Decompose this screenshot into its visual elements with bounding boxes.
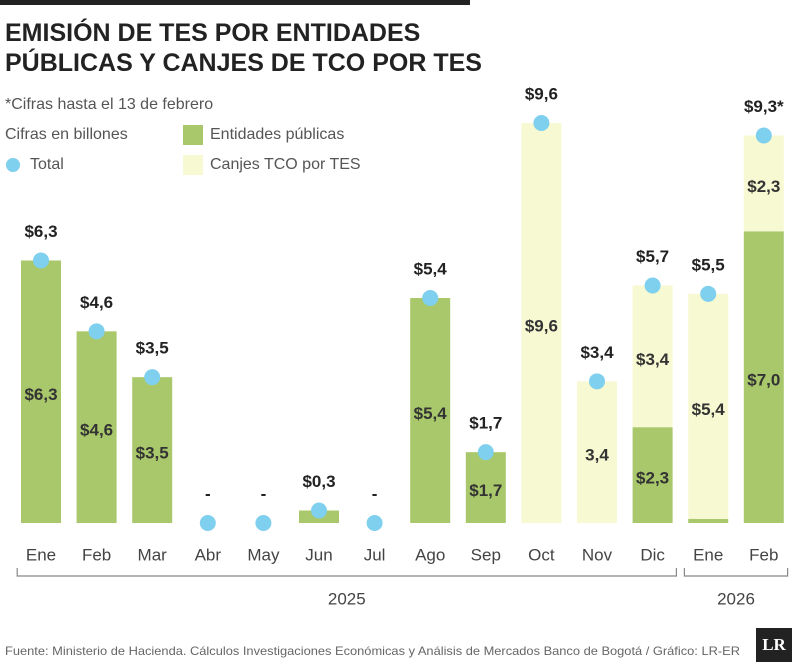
total-marker xyxy=(311,502,327,519)
logo-box xyxy=(756,628,792,662)
chart-title: EMISIÓN DE TES POR ENTIDADES PÚBLICAS Y C… xyxy=(5,17,482,77)
total-marker xyxy=(644,277,661,294)
bar-segment xyxy=(743,231,784,524)
total-marker xyxy=(255,515,272,531)
source: Fuente: Ministerio de Hacienda. Cálculos… xyxy=(5,644,740,658)
total-label: $5,5 xyxy=(692,255,725,274)
total-label: $9,6 xyxy=(525,84,558,103)
segment-label: $2,3 xyxy=(636,469,669,488)
legend-swatch xyxy=(183,125,203,145)
segment-label: $3,5 xyxy=(136,444,169,463)
total-marker xyxy=(144,369,161,386)
bar-segment xyxy=(76,331,117,523)
bar-segment xyxy=(632,427,673,523)
x-tick-label: Ago xyxy=(415,545,445,564)
bar-segment xyxy=(21,260,61,523)
segment-label: $5,4 xyxy=(414,404,448,423)
segment-label: $3,4 xyxy=(636,350,670,369)
x-tick-label: Feb xyxy=(749,545,778,564)
segment-label: $7,0 xyxy=(747,371,780,390)
logo: LR xyxy=(762,635,786,654)
x-tick-label: Feb xyxy=(82,545,111,564)
total-label: $6,3 xyxy=(24,222,57,241)
bar-segment xyxy=(688,293,729,519)
x-tick-label: Ene xyxy=(693,545,723,564)
total-marker xyxy=(477,444,494,461)
year-bracket xyxy=(16,568,677,577)
bar-segment xyxy=(743,135,784,232)
segment-label: $6,3 xyxy=(24,385,57,404)
total-label: $0,3 xyxy=(302,472,335,491)
bar-segment xyxy=(577,381,617,523)
legend-marker xyxy=(6,158,20,172)
total-label: $9,3* xyxy=(744,97,784,116)
total-marker xyxy=(533,115,550,131)
total-label: $5,4 xyxy=(414,259,448,278)
segment-label: $1,7 xyxy=(469,481,502,500)
year-bracket xyxy=(683,568,789,577)
bar-segment xyxy=(632,285,673,428)
x-tick-label: May xyxy=(247,545,280,564)
bar-segment xyxy=(465,452,506,523)
segment-label: $5,4 xyxy=(692,400,726,419)
x-tick-label: Jul xyxy=(364,545,386,564)
year-label: 2026 xyxy=(717,589,755,608)
legend-label: Entidades públicas xyxy=(210,126,344,143)
segment-label: $9,6 xyxy=(525,316,558,335)
total-marker xyxy=(88,323,105,340)
top-rule xyxy=(0,0,470,5)
segment-label: $4,6 xyxy=(80,421,113,440)
x-tick-label: Sep xyxy=(471,545,501,564)
total-label: $1,7 xyxy=(469,414,502,433)
legend-label: Total xyxy=(30,156,64,173)
note: *Cifras hasta el 13 de febrero xyxy=(5,96,213,113)
total-label: - xyxy=(205,484,211,503)
x-tick-label: Jun xyxy=(305,545,332,564)
bar-segment xyxy=(132,377,173,523)
total-marker xyxy=(422,290,439,306)
legend-swatch xyxy=(183,155,203,175)
total-marker xyxy=(199,515,216,531)
total-marker xyxy=(700,285,717,302)
x-tick-label: Mar xyxy=(138,545,168,564)
total-label: - xyxy=(261,484,267,503)
total-label: $5,7 xyxy=(636,247,669,266)
x-tick-label: Dic xyxy=(640,545,665,564)
segment-label: 3,4 xyxy=(585,446,609,465)
bar-segment xyxy=(521,123,562,523)
total-marker xyxy=(366,515,383,531)
legend-label: Canjes TCO por TES xyxy=(210,156,361,173)
total-marker xyxy=(33,252,49,269)
note: Cifras en billones xyxy=(5,126,128,143)
total-marker xyxy=(589,373,605,390)
x-tick-label: Oct xyxy=(528,545,555,564)
total-label: - xyxy=(372,484,378,503)
x-tick-label: Abr xyxy=(195,545,222,564)
x-tick-label: Nov xyxy=(582,545,613,564)
bar-segment xyxy=(688,518,729,523)
total-marker xyxy=(755,127,772,144)
bar-segment xyxy=(410,298,451,523)
total-label: $3,5 xyxy=(136,339,169,358)
year-label: 2025 xyxy=(328,589,366,608)
total-label: $4,6 xyxy=(80,293,113,312)
total-label: $3,4 xyxy=(580,343,614,362)
x-tick-label: Ene xyxy=(26,545,56,564)
segment-label: $2,3 xyxy=(747,177,780,196)
